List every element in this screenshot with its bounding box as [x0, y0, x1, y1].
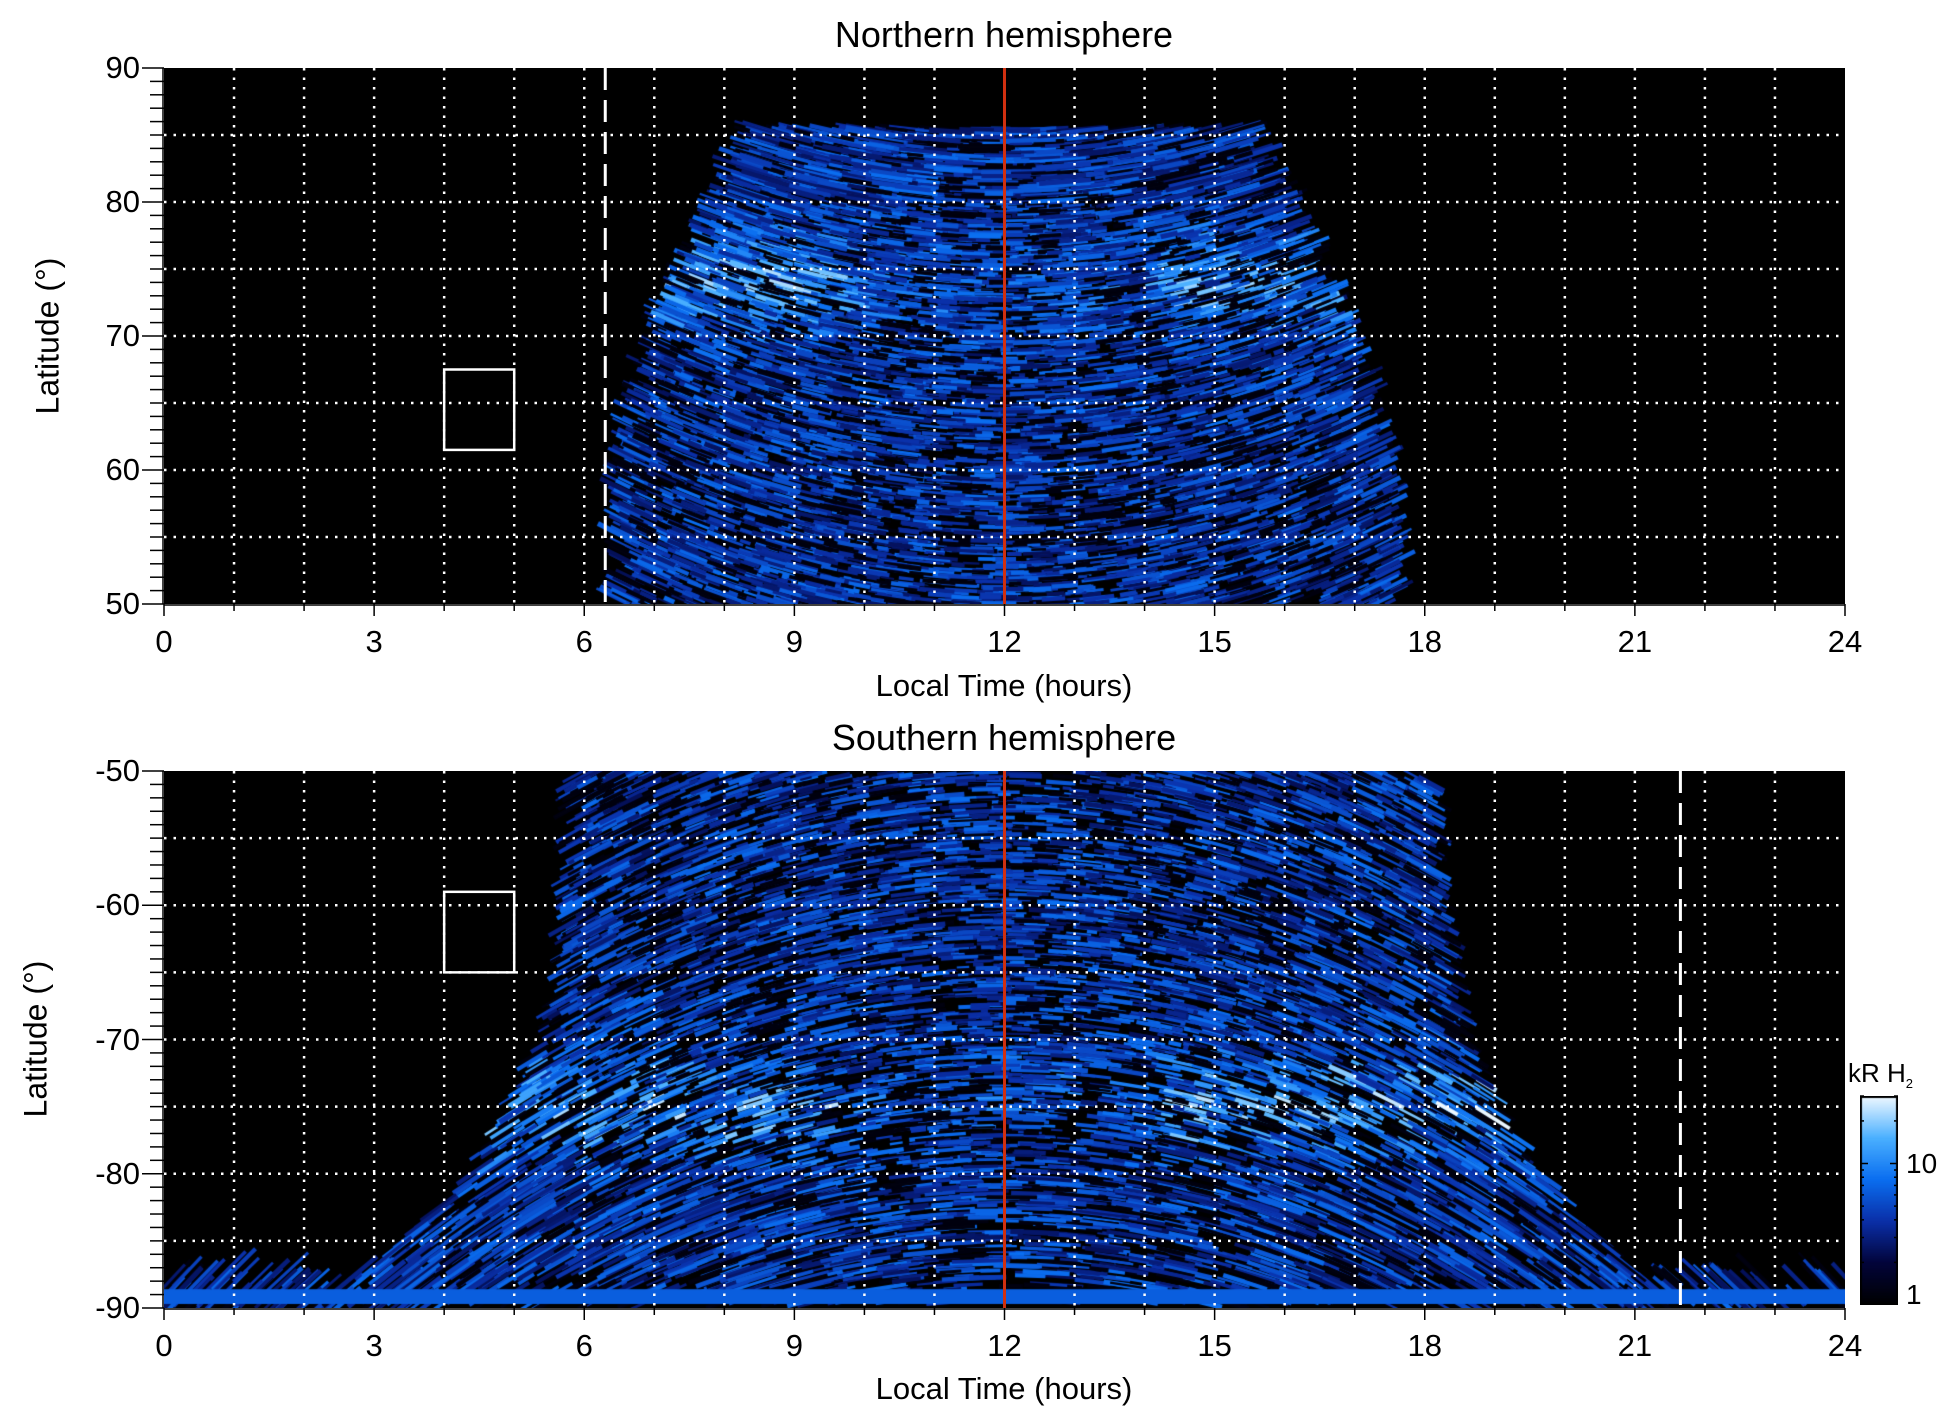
- colorbar-label: kR H2: [1848, 1058, 1913, 1091]
- y-tick-label: -90: [95, 1290, 140, 1325]
- box-annotation: [442, 368, 516, 452]
- box-annotation: [442, 890, 516, 974]
- x-tick-label: 3: [365, 624, 383, 659]
- x-tick-label: 0: [155, 1328, 173, 1363]
- north-title: Northern hemisphere: [834, 14, 1174, 55]
- x-tick-label: 21: [1617, 624, 1653, 659]
- x-tick-label: 6: [575, 624, 593, 659]
- y-tick-label: 60: [105, 452, 140, 487]
- x-tick-label: 3: [365, 1328, 383, 1363]
- x-tick-label: 21: [1617, 1328, 1653, 1363]
- x-tick-label: 24: [1827, 1328, 1863, 1363]
- x-tick-label: 18: [1407, 1328, 1442, 1363]
- south-title: Southern hemisphere: [831, 717, 1177, 758]
- x-tick-label: 9: [785, 624, 803, 659]
- x-tick-label: 12: [987, 1328, 1022, 1363]
- y-tick-label: 90: [105, 50, 140, 85]
- north-xlabel: Local Time (hours): [875, 668, 1133, 703]
- north-ylabel: Latitude (°): [29, 257, 66, 415]
- colorbar: [1860, 1096, 1898, 1305]
- x-tick-label: 24: [1827, 624, 1863, 659]
- y-tick-label: 80: [105, 184, 140, 219]
- south-ylabel: Latitude (°): [17, 960, 54, 1118]
- colorbar-label-sub: 2: [1905, 1076, 1914, 1092]
- y-tick-label: -80: [95, 1155, 140, 1191]
- y-tick-label: -70: [95, 1021, 140, 1057]
- y-tick-label: -50: [95, 753, 140, 788]
- x-tick-label: 15: [1197, 1328, 1232, 1363]
- colorbar-label-text: kR H: [1848, 1058, 1906, 1088]
- x-tick-label: 6: [575, 1328, 593, 1363]
- colorbar-tick-1: 1: [1906, 1279, 1922, 1310]
- south-xlabel: Local Time (hours): [875, 1371, 1133, 1406]
- colorbar-tick-10: 10: [1906, 1148, 1938, 1179]
- x-tick-label: 12: [987, 624, 1022, 659]
- y-tick-label: -60: [95, 887, 140, 923]
- y-tick-label: 50: [105, 586, 140, 621]
- x-tick-label: 15: [1197, 624, 1232, 659]
- x-tick-label: 0: [155, 624, 173, 659]
- x-tick-label: 9: [785, 1328, 803, 1363]
- x-tick-label: 18: [1407, 624, 1442, 659]
- y-tick-label: 70: [105, 318, 140, 353]
